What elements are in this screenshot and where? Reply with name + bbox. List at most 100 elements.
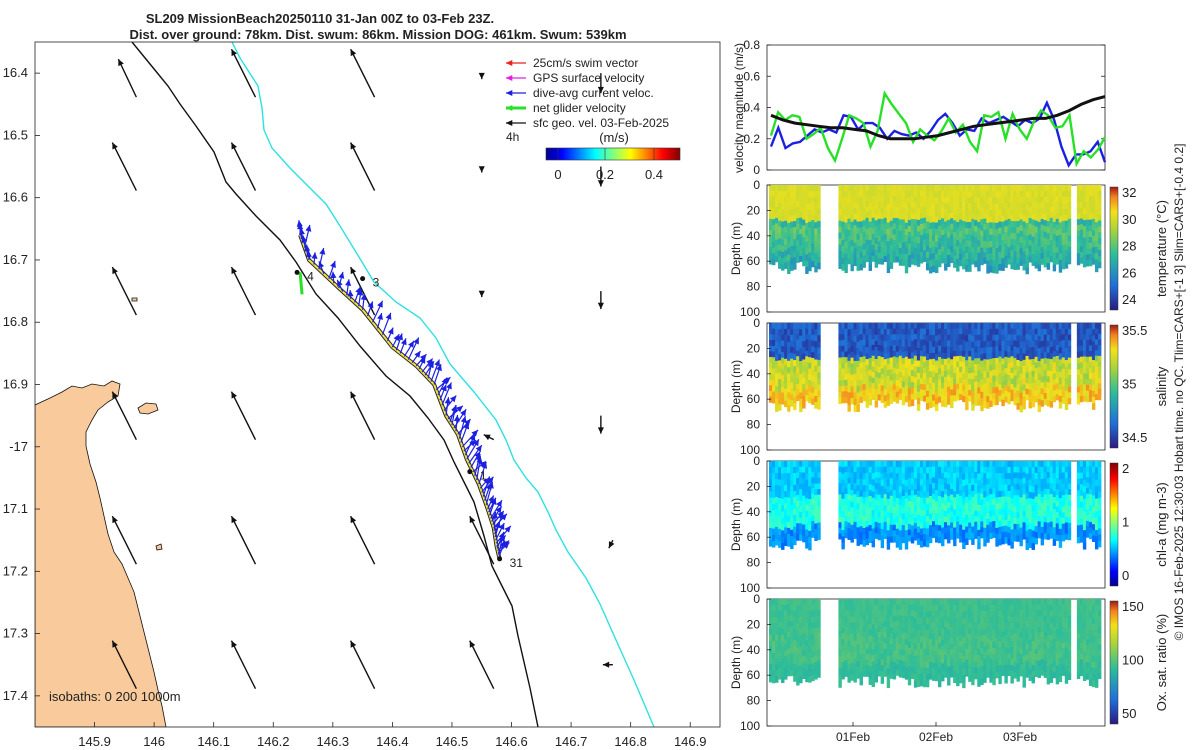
sfc-vel-arrow-head	[469, 516, 476, 524]
profile-cell	[1055, 333, 1060, 340]
profile-cell	[977, 504, 981, 512]
profile-cell	[781, 363, 785, 370]
profile-cell	[1013, 227, 1017, 234]
profile-cell	[1016, 461, 1020, 468]
dive-avg-vector	[451, 404, 458, 426]
profile-cell	[1016, 372, 1020, 379]
profile-cell	[965, 496, 969, 504]
profile-cell	[941, 515, 945, 522]
profile-cell	[962, 511, 966, 518]
profile-cell	[995, 363, 999, 371]
profile-cell	[974, 381, 978, 389]
profile-cell	[799, 323, 803, 330]
profile-cell	[856, 252, 860, 259]
profile-cell	[1040, 484, 1045, 492]
profile-cell	[1067, 517, 1072, 524]
profile-cell	[1079, 252, 1084, 259]
profile-cell	[910, 478, 915, 485]
profile-cell	[886, 467, 891, 475]
profile-cell	[862, 479, 866, 486]
profile-cell	[941, 223, 945, 231]
profile-cell	[880, 368, 885, 375]
profile-cell	[965, 258, 969, 266]
profile-cell	[790, 346, 794, 354]
profile-cell	[953, 214, 957, 221]
profile-cell	[793, 502, 797, 510]
profile-cell	[796, 240, 800, 247]
profile-cell	[992, 185, 996, 192]
profile-cell	[796, 678, 800, 686]
profile-cell	[1016, 472, 1020, 479]
profile-cell	[928, 353, 933, 360]
profile-cell	[772, 540, 776, 548]
profile-cell	[1061, 523, 1066, 530]
profile-cell	[853, 521, 857, 528]
profile-cell	[871, 366, 876, 373]
profile-cell	[805, 323, 809, 330]
dive-avg-vector	[437, 377, 448, 396]
profile-cell	[992, 358, 996, 365]
day-marker-label: 31	[510, 556, 524, 570]
profile-cell	[850, 185, 854, 192]
profile-cell	[935, 507, 939, 514]
profile-cell	[916, 526, 921, 533]
profile-cell	[805, 203, 809, 211]
profile-cell	[1010, 244, 1014, 252]
profile-cell	[913, 483, 918, 490]
profile-cell	[928, 241, 933, 249]
profile-cell	[998, 328, 1002, 335]
profile-cell	[1097, 372, 1102, 379]
profile-cell	[817, 220, 821, 228]
sfc-vel-arrow-head	[350, 516, 357, 524]
profile-cell	[892, 345, 897, 352]
profile-cell	[871, 255, 876, 262]
profile-cell	[947, 466, 951, 474]
profile-cell	[1076, 466, 1081, 474]
profile-cell	[959, 219, 963, 226]
profile-cell	[877, 196, 882, 203]
profile-cell	[998, 191, 1002, 198]
profile-cell	[1007, 392, 1011, 399]
profile-cell	[841, 479, 845, 487]
profile-cell	[935, 241, 939, 249]
profile-cell	[1001, 466, 1005, 474]
profile-cell	[898, 344, 903, 351]
profile-cell	[781, 251, 785, 259]
profile-cell	[995, 241, 999, 249]
profile-cell	[883, 195, 888, 202]
profile-cell	[841, 334, 845, 341]
profile-cell	[1064, 366, 1069, 373]
profile-cell	[1079, 362, 1084, 369]
profile-cell	[971, 354, 975, 361]
profile-cell	[1025, 492, 1029, 500]
dive-avg-vector-head	[414, 351, 421, 358]
profile-cell	[950, 522, 954, 529]
profile-cell	[1013, 239, 1017, 246]
profile-cell	[986, 383, 990, 391]
profile-cell	[1067, 392, 1072, 399]
profile-cell	[880, 498, 885, 505]
profile-cell	[805, 334, 809, 341]
profile-cell	[1064, 384, 1069, 392]
profile-cell	[1055, 534, 1060, 541]
profile-cell	[1001, 197, 1005, 204]
profile-cell	[790, 664, 794, 671]
profile-cell	[865, 245, 869, 252]
profile-cell	[941, 196, 945, 203]
profile-cell	[808, 368, 812, 375]
profile-cell	[781, 473, 785, 481]
profile-cell	[898, 185, 903, 192]
profile-cell	[775, 256, 779, 263]
profile-cell	[793, 640, 797, 647]
profile-cell	[992, 461, 996, 467]
profile-cell	[880, 334, 885, 341]
profile-cell	[802, 353, 806, 360]
profile-cell	[859, 345, 863, 352]
profile-cell	[1094, 191, 1099, 198]
profile-cell	[959, 472, 963, 479]
profile-cell	[959, 495, 963, 503]
profile-cell	[880, 230, 885, 237]
profile-cell	[931, 510, 936, 517]
profile-cell	[928, 329, 933, 336]
dive-avg-vector-head	[469, 434, 476, 442]
